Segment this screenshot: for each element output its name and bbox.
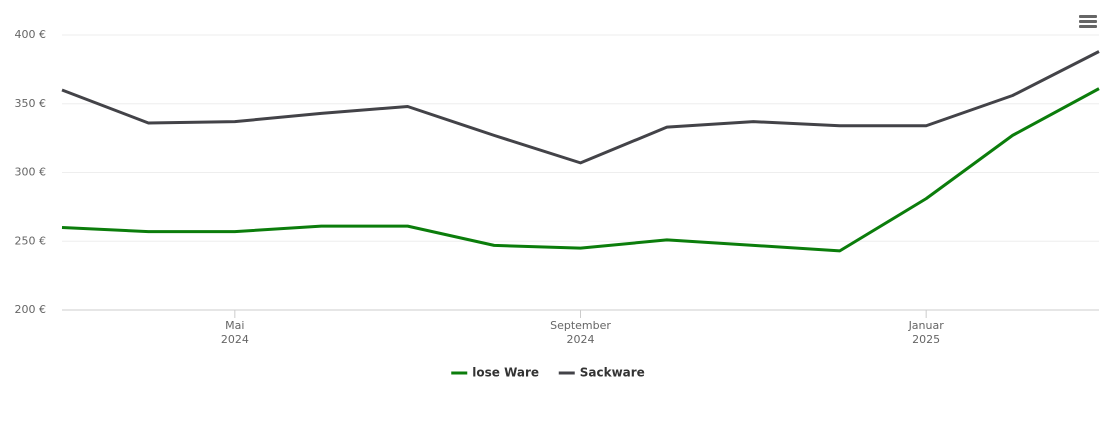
y-tick-label: 250 € xyxy=(15,234,47,247)
x-tick-label: Mai 2024 xyxy=(221,319,249,346)
series-line xyxy=(61,87,1100,253)
menu-bar xyxy=(1079,25,1097,28)
y-tick-label: 300 € xyxy=(15,166,47,179)
x-tick-label: September 2024 xyxy=(550,319,611,346)
legend: lose Ware Sackware xyxy=(451,366,645,380)
y-tick-label: 400 € xyxy=(15,28,47,41)
menu-bar xyxy=(1079,15,1097,18)
series-line xyxy=(61,50,1100,165)
x-tick-label: Januar 2025 xyxy=(908,319,945,346)
legend-label: Sackware xyxy=(580,366,645,380)
menu-button[interactable] xyxy=(1079,15,1097,28)
legend-label: lose Ware xyxy=(472,366,539,380)
y-tick-label: 200 € xyxy=(15,303,47,316)
y-tick-label: 350 € xyxy=(15,97,47,110)
menu-bar xyxy=(1079,20,1097,23)
